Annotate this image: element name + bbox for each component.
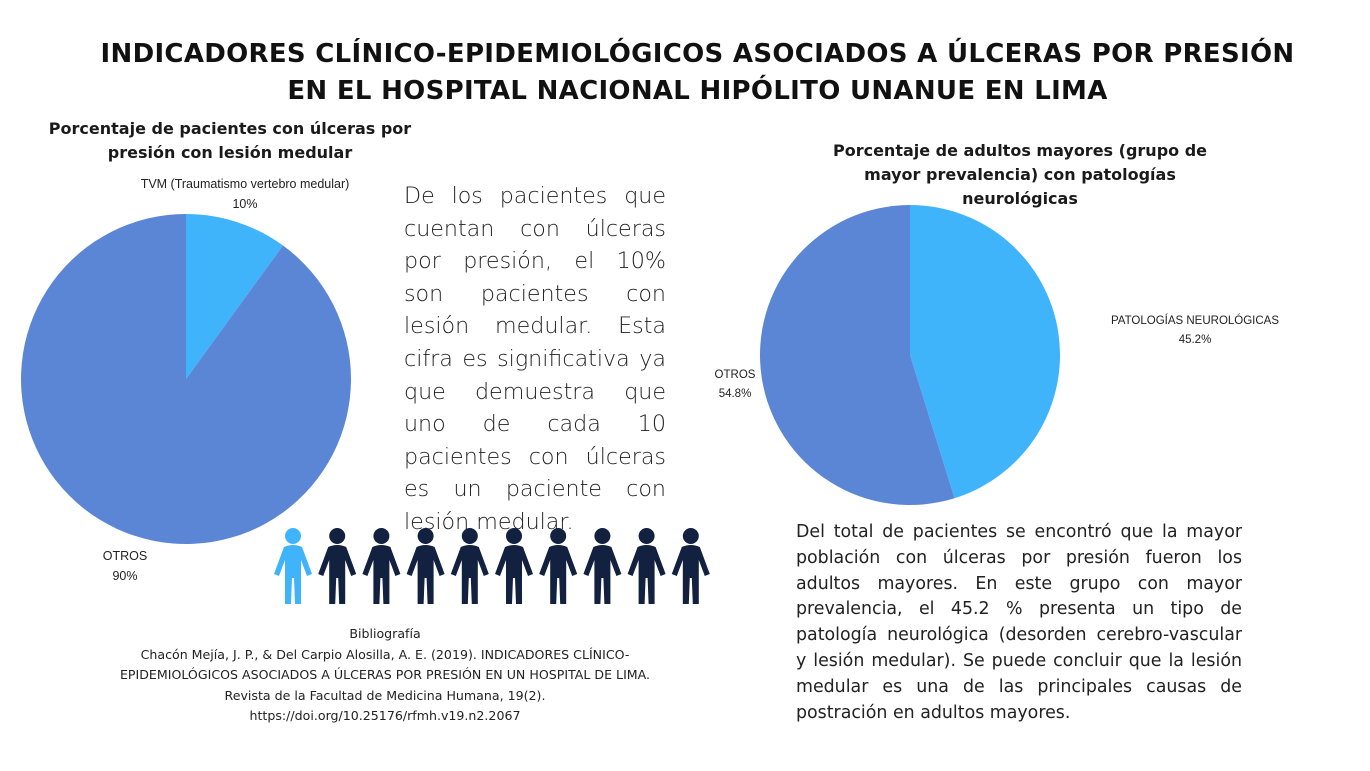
left-chart-title: Porcentaje de pacientes con úlceras por … bbox=[40, 117, 420, 165]
right-pie-label-patologias-name: PATOLOGÍAS NEUROLÓGICAS bbox=[1060, 312, 1330, 331]
person-icon-highlighted bbox=[274, 528, 312, 604]
left-pie-label-tvm-name: TVM (Traumatismo vertebro medular) bbox=[80, 174, 410, 194]
right-pie-label-otros: OTROS 54.8% bbox=[690, 366, 780, 404]
right-pie-slice-0 bbox=[910, 205, 1060, 498]
bibliography: Bibliografía Chacón Mejía, J. P., & Del … bbox=[60, 624, 710, 727]
right-pie-slice-1 bbox=[760, 205, 955, 505]
person-icon bbox=[672, 528, 710, 604]
left-pie-label-tvm: TVM (Traumatismo vertebro medular) 10% bbox=[80, 174, 410, 214]
bibliography-line: Revista de la Facultad de Medicina Human… bbox=[60, 686, 710, 707]
person-icon bbox=[583, 528, 621, 604]
right-description: Del total de pacientes se encontró que l… bbox=[796, 520, 1242, 726]
person-icon bbox=[539, 528, 577, 604]
bibliography-heading: Bibliografía bbox=[60, 624, 710, 645]
left-pie-slice-0 bbox=[186, 214, 283, 379]
bibliography-line: EPIDEMIOLÓGICOS ASOCIADOS A ÚLCERAS POR … bbox=[60, 665, 710, 686]
person-icon bbox=[362, 528, 400, 604]
person-icon bbox=[495, 528, 533, 604]
middle-description: De los pacientes que cuentan con úlceras… bbox=[404, 180, 666, 539]
person-icon bbox=[451, 528, 489, 604]
bibliography-line: Chacón Mejía, J. P., & Del Carpio Alosil… bbox=[60, 645, 710, 666]
right-pie-label-otros-value: 54.8% bbox=[690, 385, 780, 404]
left-pie-label-otros: OTROS 90% bbox=[75, 546, 175, 586]
right-chart-title: Porcentaje de adultos mayores (grupo de … bbox=[830, 139, 1210, 211]
right-pie-label-patologias: PATOLOGÍAS NEUROLÓGICAS 45.2% bbox=[1060, 312, 1330, 350]
person-icon bbox=[628, 528, 666, 604]
left-pie-slice-1 bbox=[21, 214, 351, 544]
page-title: INDICADORES CLÍNICO-EPIDEMIOLÓGICOS ASOC… bbox=[100, 36, 1295, 110]
right-pie-label-otros-name: OTROS bbox=[690, 366, 780, 385]
left-pie-label-otros-value: 90% bbox=[75, 566, 175, 586]
right-pie-label-patologias-value: 45.2% bbox=[1060, 331, 1330, 350]
person-icon bbox=[318, 528, 356, 604]
left-pie-label-tvm-value: 10% bbox=[80, 194, 410, 214]
person-icon bbox=[407, 528, 445, 604]
left-pie-label-otros-name: OTROS bbox=[75, 546, 175, 566]
bibliography-doi[interactable]: https://doi.org/10.25176/rfmh.v19.n2.206… bbox=[60, 706, 710, 727]
